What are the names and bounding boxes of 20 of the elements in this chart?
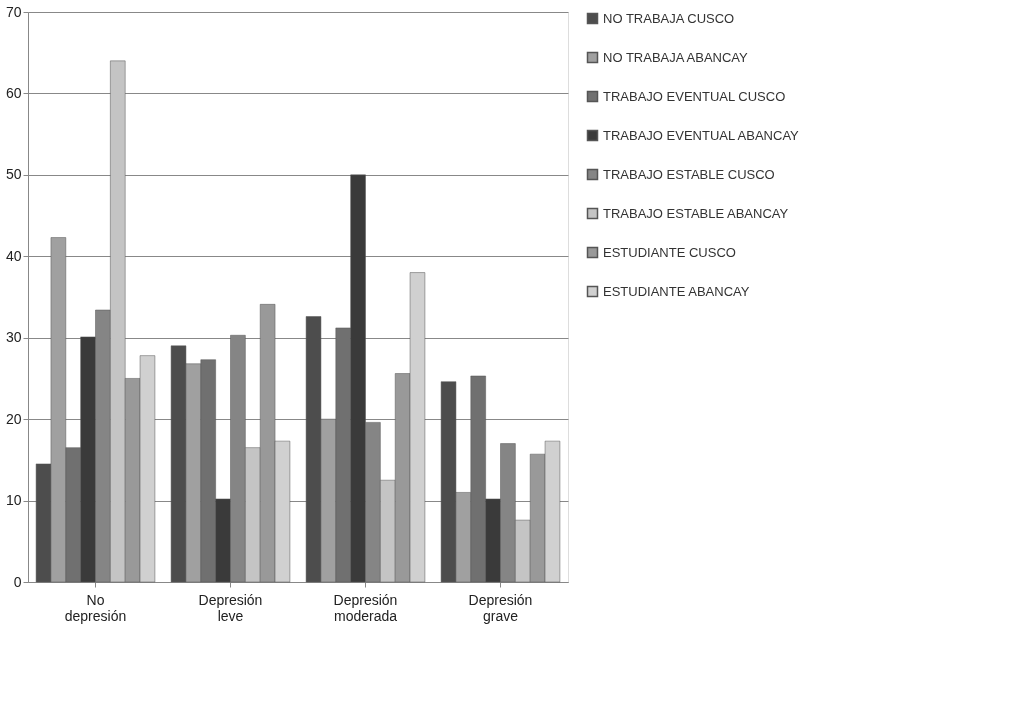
y-tick-label: 10 [5, 492, 22, 509]
y-tick-label: 60 [5, 84, 22, 101]
legend-label: TRABAJO ESTABLE ABANCAY [603, 205, 789, 221]
x-tick-label: No depresión [64, 591, 127, 624]
y-tick-label: 70 [5, 3, 22, 20]
legend-label: ESTUDIANTE ABANCAY [603, 283, 750, 299]
legend-label: ESTUDIANTE CUSCO [603, 244, 736, 260]
y-tick-label: 20 [5, 410, 22, 427]
legend-label: TRABAJO ESTABLE CUSCO [603, 166, 775, 182]
legend-label: TRABAJO EVENTUAL ABANCAY [603, 127, 800, 143]
y-tick-label: 40 [5, 247, 22, 264]
x-tick-label: Depresión moderada [333, 591, 398, 624]
x-tick-label: Depresión grave [468, 591, 533, 624]
legend-label: NO TRABAJA ABANCAY [603, 49, 749, 65]
legend-label: TRABAJO EVENTUAL CUSCO [603, 88, 786, 104]
legend-label: NO TRABAJA CUSCO [603, 10, 735, 26]
y-tick-label: 0 [13, 573, 22, 590]
x-tick-label: Depresión leve [198, 591, 263, 624]
y-tick-label: 30 [5, 329, 22, 346]
y-tick-label: 50 [5, 166, 22, 183]
